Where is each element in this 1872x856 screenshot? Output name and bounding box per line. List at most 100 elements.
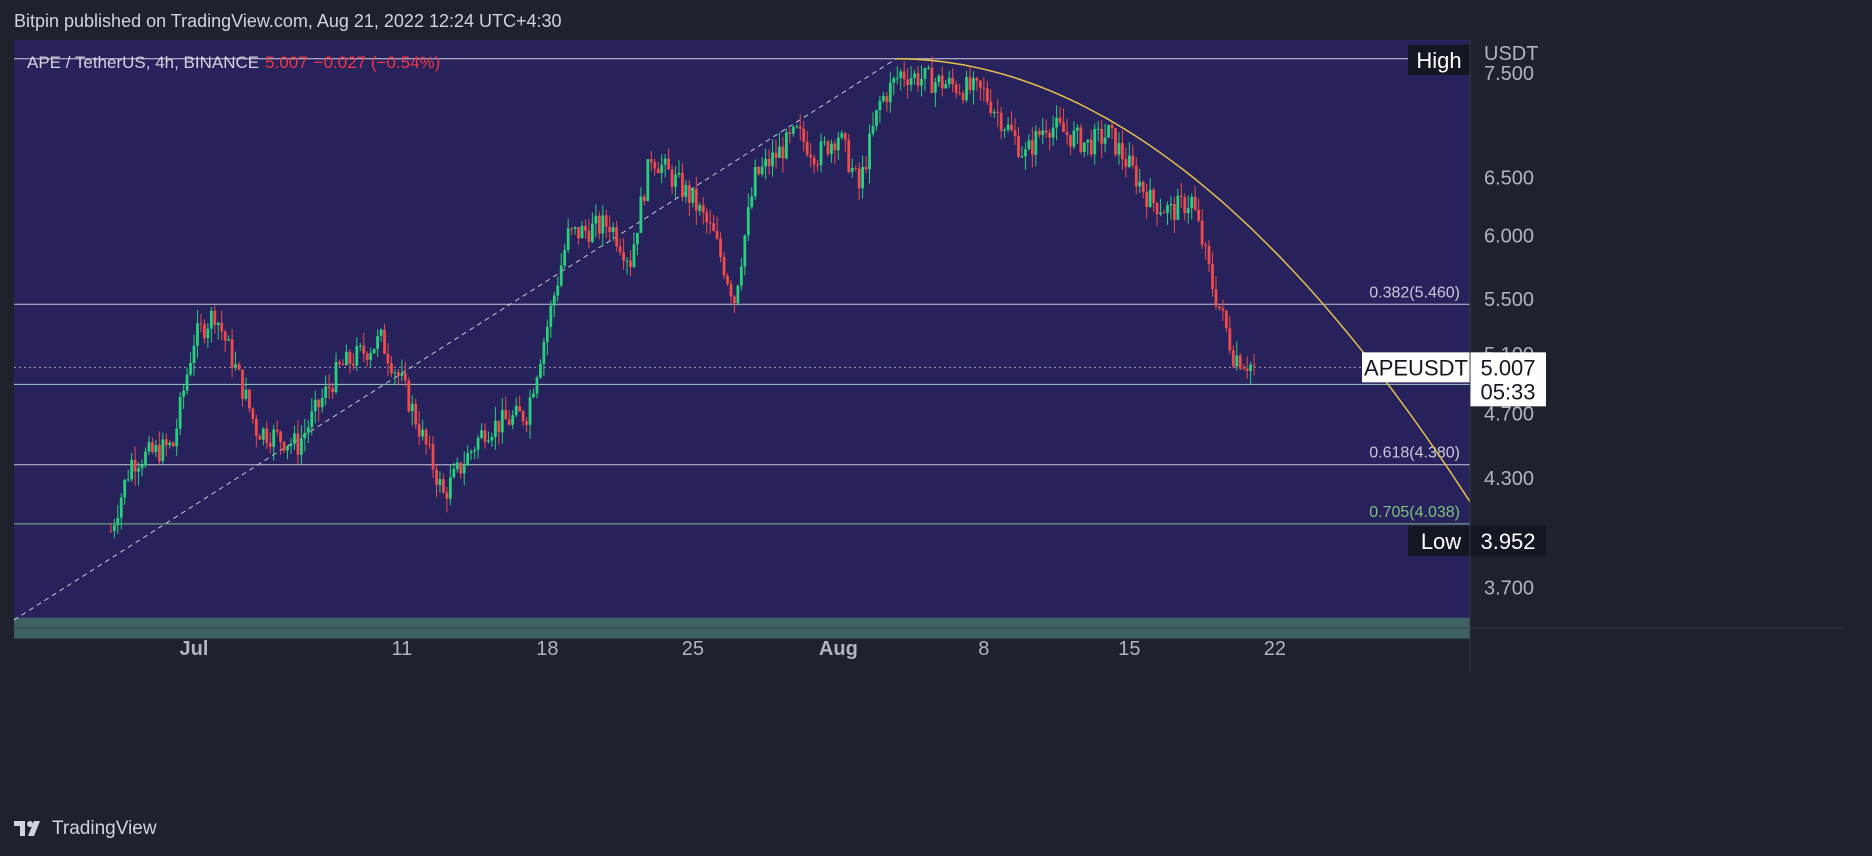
candle-body [622,252,625,261]
candle-body [618,246,622,253]
candle-body [909,78,913,86]
candle-body [701,205,705,213]
candle-body [157,444,161,462]
candle-body [435,469,438,485]
candle-body [1121,143,1124,160]
candle-body [601,215,605,234]
candle-body [791,126,795,134]
candle-body [185,374,189,391]
footer-brand[interactable]: TradingView [14,818,157,840]
candle-body [656,168,660,174]
y-axis-unit: USDT [1484,43,1538,65]
candle-body [975,78,979,81]
candle-body [1010,124,1013,131]
candle-body [1044,130,1048,133]
candle-body [1034,130,1038,155]
candle-body [220,322,224,332]
candle-body [206,328,210,339]
candle-body [1183,196,1187,214]
candle-body [428,444,431,446]
candle-body [940,75,944,89]
candle-body [518,405,522,412]
candle-body [473,449,477,452]
candle-body [902,71,906,80]
candle-body [511,415,515,425]
candle-countdown: 05:33 [1480,379,1535,404]
candle-body [251,408,255,419]
candle-body [452,468,456,478]
candle-body [1127,155,1131,167]
candle-body [795,126,799,128]
candle-body [667,158,671,170]
candle-body [216,322,220,326]
candle-body [480,430,483,438]
last-price: 5.007 [265,53,308,72]
candle-body [1069,134,1072,147]
candle-body [861,166,865,189]
candle-body [1131,155,1135,166]
candle-body [1089,139,1093,155]
candle-body [1114,128,1117,155]
candle-body [871,125,875,134]
x-tick-label: 8 [978,638,989,660]
candle-body [445,492,449,499]
candle-body [916,73,920,86]
candle-body [151,442,154,452]
candle-body [396,372,400,376]
candle-body [1107,125,1110,138]
candle-body [261,428,265,440]
candles [109,56,1256,539]
candle-body [888,82,892,103]
candle-body [168,442,172,446]
candle-body [719,238,722,257]
price-chart[interactable]: 0.382(5.460) 0.618(4.380) 0.705(4.038) USD… [14,40,1844,808]
candle-body [1117,143,1121,155]
candle-body [875,110,878,126]
candle-body [881,96,885,101]
candle-body [944,84,948,89]
candle-body [327,386,331,389]
candle-body [144,451,147,466]
candle-body [1228,328,1232,351]
candle-body [202,324,206,339]
candle-body [892,78,896,83]
candle-body [133,459,137,472]
candle-body [594,215,598,224]
candle-body [410,403,414,412]
candle-body [379,329,383,337]
candle-body [286,446,289,451]
candle-body [809,154,813,158]
candle-body [459,462,463,474]
candle-body [736,285,740,304]
candle-body [653,162,657,169]
y-tick-label: 3.700 [1484,578,1534,600]
candle-body [230,339,234,368]
candle-body [504,409,508,420]
candle-body [1082,142,1086,152]
candle-body [691,188,695,203]
candle-body [1096,128,1100,130]
candle-body [1062,122,1065,132]
y-tick-label: 4.700 [1484,403,1534,425]
candle-body [268,443,272,447]
candle-body [649,159,653,163]
candle-body [632,244,636,267]
chart-frame[interactable]: 0.382(5.460) 0.618(4.380) 0.705(4.038) USD… [14,40,1844,808]
candle-body [625,260,629,262]
candle-body [868,133,871,170]
candle-body [244,389,248,399]
candle-body [1003,129,1007,131]
candle-body [476,437,480,450]
candle-body [961,93,965,101]
candle-body [296,433,300,455]
candle-body [1030,140,1034,155]
candle-body [455,462,459,469]
candle-body [390,363,393,374]
candle-body [604,215,608,227]
trend-line[interactable] [14,58,897,621]
candle-body [1093,128,1097,155]
candle-body [1075,127,1079,131]
candle-body [1252,364,1256,366]
candle-body [816,164,819,166]
candle-body [878,100,882,111]
